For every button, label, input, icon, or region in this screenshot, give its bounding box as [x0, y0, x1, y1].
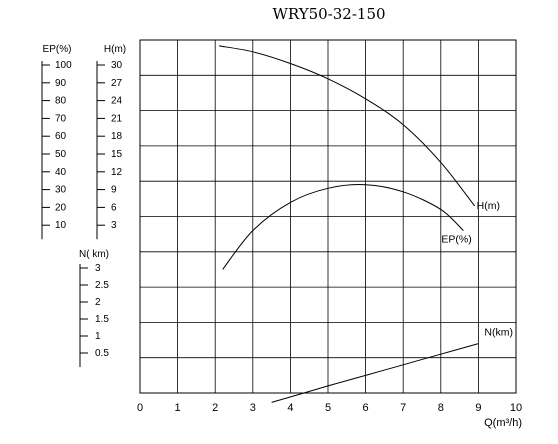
ep-axis-label: EP(%)	[43, 44, 72, 55]
curve-label-ep: EP(%)	[441, 234, 471, 246]
curve-label-n: N(km)	[484, 327, 513, 339]
curve-ep	[222, 184, 464, 270]
ep-tick-label: 10	[55, 220, 67, 231]
x-axis-label: Q(m³/h)	[484, 417, 522, 429]
x-tick-label: 1	[175, 402, 181, 414]
h-axis-label: H(m)	[104, 44, 126, 55]
n-tick-label: 2.5	[95, 280, 109, 291]
x-tick-label: 4	[287, 402, 293, 414]
ep-tick-label: 100	[55, 60, 72, 71]
ep-tick-label: 30	[55, 185, 67, 196]
ep-tick-label: 80	[55, 96, 67, 107]
h-tick-label: 21	[111, 113, 123, 124]
x-tick-label: 2	[212, 402, 218, 414]
x-tick-label: 0	[137, 402, 143, 414]
n-tick-label: 1	[95, 331, 101, 342]
n-tick-label: 2	[95, 297, 101, 308]
ep-tick-label: 50	[55, 149, 67, 160]
x-tick-label: 3	[250, 402, 256, 414]
plot-grid	[139, 39, 517, 394]
ep-tick-label: 60	[55, 131, 67, 142]
h-tick-label: 15	[111, 149, 123, 160]
ep-tick-label: 70	[55, 113, 67, 124]
x-tick-label: 8	[438, 402, 444, 414]
x-tick-label: 10	[510, 402, 522, 414]
h-tick-label: 9	[111, 185, 117, 196]
x-tick-label: 5	[325, 402, 331, 414]
ep-tick-label: 90	[55, 78, 67, 89]
h-tick-label: 6	[111, 202, 117, 213]
x-axis-ticks: 0 1 2 3 4 5 6 7 8 9 10	[137, 402, 522, 414]
curve-n	[271, 343, 479, 403]
curve-h	[218, 45, 475, 207]
n-tick-label: 0.5	[95, 348, 109, 359]
curves: H(m) EP(%) N(km)	[218, 45, 513, 403]
ep-tick-label: 20	[55, 202, 67, 213]
h-tick-label: 27	[111, 78, 123, 89]
h-tick-label: 12	[111, 167, 123, 178]
curve-label-h: H(m)	[477, 200, 500, 212]
n-tick-label: 1.5	[95, 314, 109, 325]
n-tick-label: 3	[95, 263, 101, 274]
h-tick-label: 30	[111, 60, 123, 71]
ep-tick-label: 40	[55, 167, 67, 178]
left-axes: EP(%) H(m) N( km) 100 90 80 70 60 50 40 30 20 10 3…	[41, 44, 126, 367]
x-tick-label: 9	[475, 402, 481, 414]
h-tick-label: 18	[111, 131, 123, 142]
x-tick-label: 7	[400, 402, 406, 414]
n-axis-label: N( km)	[79, 249, 109, 260]
x-tick-label: 6	[363, 402, 369, 414]
h-tick-label: 3	[111, 220, 117, 231]
chart-title: WRY50-32-150	[272, 5, 385, 23]
h-tick-label: 24	[111, 96, 123, 107]
